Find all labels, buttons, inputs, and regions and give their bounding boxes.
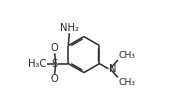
Text: O: O: [51, 43, 59, 53]
Text: CH₃: CH₃: [118, 51, 135, 60]
Text: O: O: [51, 74, 59, 84]
Text: H₃C: H₃C: [28, 59, 46, 69]
Text: CH₃: CH₃: [118, 78, 135, 87]
Text: S: S: [51, 59, 58, 69]
Text: N: N: [109, 64, 117, 74]
Text: NH₂: NH₂: [60, 23, 79, 33]
